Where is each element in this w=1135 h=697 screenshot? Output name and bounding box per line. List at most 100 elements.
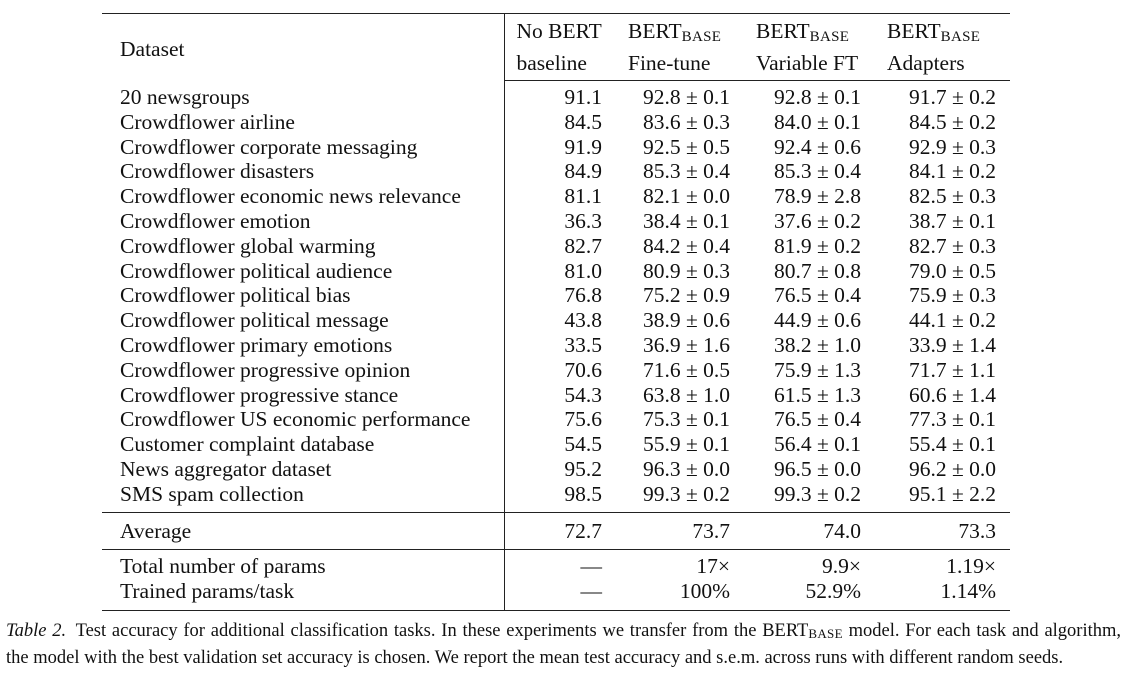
adapters-cell: 71.7 ± 1.1 [908, 357, 996, 382]
table-row: Crowdflower political bias 76.8 75.2 ± 0.9… [102, 283, 1010, 309]
header-finetune-line1: BERTBASE [616, 13, 744, 50]
header-finetune-line2: Fine-tune [616, 50, 744, 81]
table-row: Crowdflower global warming 82.7 84.2 ± 0.4… [102, 233, 1010, 259]
baseline-cell: 95.2 [564, 456, 602, 481]
baseline-cell: 98.5 [504, 481, 616, 513]
header-dataset: Dataset [102, 13, 505, 81]
variable-ft-cell: 44.9 ± 0.6 [773, 308, 861, 333]
dataset-name: Crowdflower corporate messaging [102, 134, 505, 160]
baseline-cell: 91.1 [564, 85, 602, 109]
dataset-name: Crowdflower primary emotions [102, 332, 505, 358]
variable-ft-cell: 75.9 ± 1.3 [773, 357, 861, 382]
params-adapters: 1.19× [946, 554, 996, 579]
baseline-cell: 82.7 [564, 233, 602, 258]
finetune-cell: 85.3 ± 0.4 [642, 159, 730, 184]
variable-ft-cell: 76.5 ± 0.4 [773, 407, 861, 432]
adapters-cell: 82.7 ± 0.3 [908, 233, 996, 258]
variable-ft-cell: 37.6 ± 0.2 [773, 208, 861, 233]
average-finetune: 73.7 [616, 512, 744, 551]
baseline-cell: 54.3 [564, 382, 602, 407]
params-baseline: — [580, 554, 603, 579]
header-finetune-main: BERT [628, 19, 682, 43]
params-variable-ft: 9.9× [821, 554, 861, 579]
table-row: Crowdflower economic news relevance 81.1 8… [102, 184, 1010, 209]
baseline-cell: 33.5 [564, 332, 602, 357]
baseline-cell: 81.0 [564, 258, 602, 283]
adapters-cell: 84.1 ± 0.2 [908, 159, 996, 184]
params-label: Trained params/task [102, 579, 505, 611]
dataset-name: Crowdflower disasters [102, 159, 505, 185]
params-section: Total number of params — 17× 9.9× 1.19× … [102, 549, 1010, 611]
finetune-cell: 38.9 ± 0.6 [642, 308, 730, 333]
adapters-cell: 82.5 ± 0.3 [908, 184, 996, 209]
caption-text-before: Test accuracy for additional classificat… [75, 621, 809, 641]
adapters-cell: 91.7 ± 0.2 [908, 85, 996, 109]
table-row: 20 newsgroups 91.1 92.8 ± 0.1 92.8 ± 0.1 91.… [102, 80, 1010, 110]
table-row: Crowdflower political message 43.8 38.9 ± … [102, 308, 1010, 333]
dataset-name: Crowdflower progressive stance [102, 382, 505, 408]
params-finetune: 17× [696, 554, 730, 579]
variable-ft-cell: 38.2 ± 1.0 [773, 332, 861, 357]
baseline-cell: 76.8 [564, 283, 602, 308]
variable-ft-cell: 96.5 ± 0.0 [773, 456, 861, 481]
finetune-cell: 92.8 ± 0.1 [642, 85, 730, 109]
dataset-name: SMS spam collection [102, 481, 505, 513]
average-variable-ft: 74.0 [744, 512, 875, 551]
baseline-cell: 84.5 [564, 109, 602, 134]
table-row: Crowdflower airline 84.5 83.6 ± 0.3 84.0 ± … [102, 109, 1010, 135]
header-adapters-main: BERT [887, 19, 941, 43]
header-variable-ft-line1: BERTBASE [744, 13, 875, 50]
table-row: Crowdflower US economic performance 75.6 7… [102, 407, 1010, 433]
table-row: Crowdflower progressive opinion 70.6 71.6 … [102, 357, 1010, 383]
table-row: Crowdflower political audience 81.0 80.9 ±… [102, 258, 1010, 284]
dataset-name: 20 newsgroups [102, 80, 505, 110]
table-row: SMS spam collection 98.5 99.3 ± 0.2 99.3 ± … [102, 481, 1010, 513]
dataset-name: Crowdflower US economic performance [102, 407, 505, 433]
header-no-bert-line2: baseline [504, 50, 616, 81]
adapters-cell: 60.6 ± 1.4 [908, 382, 996, 407]
finetune-cell: 83.6 ± 0.3 [642, 109, 730, 134]
dataset-name: Crowdflower economic news relevance [102, 184, 505, 209]
dataset-name: Crowdflower global warming [102, 233, 505, 259]
variable-ft-cell: 99.3 ± 0.2 [744, 481, 875, 513]
header-variable-ft-line2: Variable FT [744, 50, 875, 81]
header-finetune-sub: BASE [681, 29, 722, 45]
finetune-cell: 38.4 ± 0.1 [642, 208, 730, 233]
table-row: Crowdflower emotion 36.3 38.4 ± 0.1 37.6 ± … [102, 208, 1010, 234]
table-caption: Table 2. Test accuracy for additional cl… [6, 619, 1121, 670]
variable-ft-cell: 81.9 ± 0.2 [773, 233, 861, 258]
caption-subscript: BASE [808, 626, 843, 641]
adapters-cell: 92.9 ± 0.3 [908, 134, 996, 159]
dataset-name: Crowdflower political audience [102, 258, 505, 284]
variable-ft-cell: 92.8 ± 0.1 [773, 85, 861, 109]
params-baseline: — [504, 579, 616, 611]
adapters-cell: 79.0 ± 0.5 [908, 258, 996, 283]
variable-ft-cell: 92.4 ± 0.6 [773, 134, 861, 159]
header-no-bert-line1: No BERT [504, 13, 616, 50]
baseline-cell: 70.6 [564, 357, 602, 382]
baseline-cell: 54.5 [564, 432, 602, 457]
variable-ft-cell: 84.0 ± 0.1 [773, 109, 861, 134]
finetune-cell: 99.3 ± 0.2 [616, 481, 744, 513]
table-row: News aggregator dataset 95.2 96.3 ± 0.0 96.… [102, 456, 1010, 482]
finetune-cell: 36.9 ± 1.6 [642, 332, 730, 357]
adapters-cell: 75.9 ± 0.3 [908, 283, 996, 308]
params-finetune: 100% [616, 579, 744, 611]
caption-label: Table 2. [6, 621, 67, 641]
finetune-cell: 55.9 ± 0.1 [642, 432, 730, 457]
results-table-container: Dataset No BERT BERTBASE BERTBASE BERTBA… [102, 13, 1010, 611]
adapters-cell: 84.5 ± 0.2 [908, 109, 996, 134]
finetune-cell: 92.5 ± 0.5 [642, 134, 730, 159]
params-variable-ft: 52.9% [744, 579, 875, 611]
variable-ft-cell: 78.9 ± 2.8 [773, 184, 861, 209]
finetune-cell: 96.3 ± 0.0 [642, 456, 730, 481]
average-row: Average 72.7 73.7 74.0 73.3 [102, 512, 1010, 551]
adapters-cell: 33.9 ± 1.4 [908, 332, 996, 357]
adapters-cell: 77.3 ± 0.1 [908, 407, 996, 432]
baseline-cell: 36.3 [564, 208, 602, 233]
dataset-name: News aggregator dataset [102, 456, 505, 482]
params-row-trained: Trained params/task — 100% 52.9% 1.14% [102, 579, 1010, 611]
header-variable-ft-main: BERT [756, 19, 810, 43]
average-baseline: 72.7 [504, 512, 616, 551]
adapters-cell: 95.1 ± 2.2 [875, 481, 1010, 513]
